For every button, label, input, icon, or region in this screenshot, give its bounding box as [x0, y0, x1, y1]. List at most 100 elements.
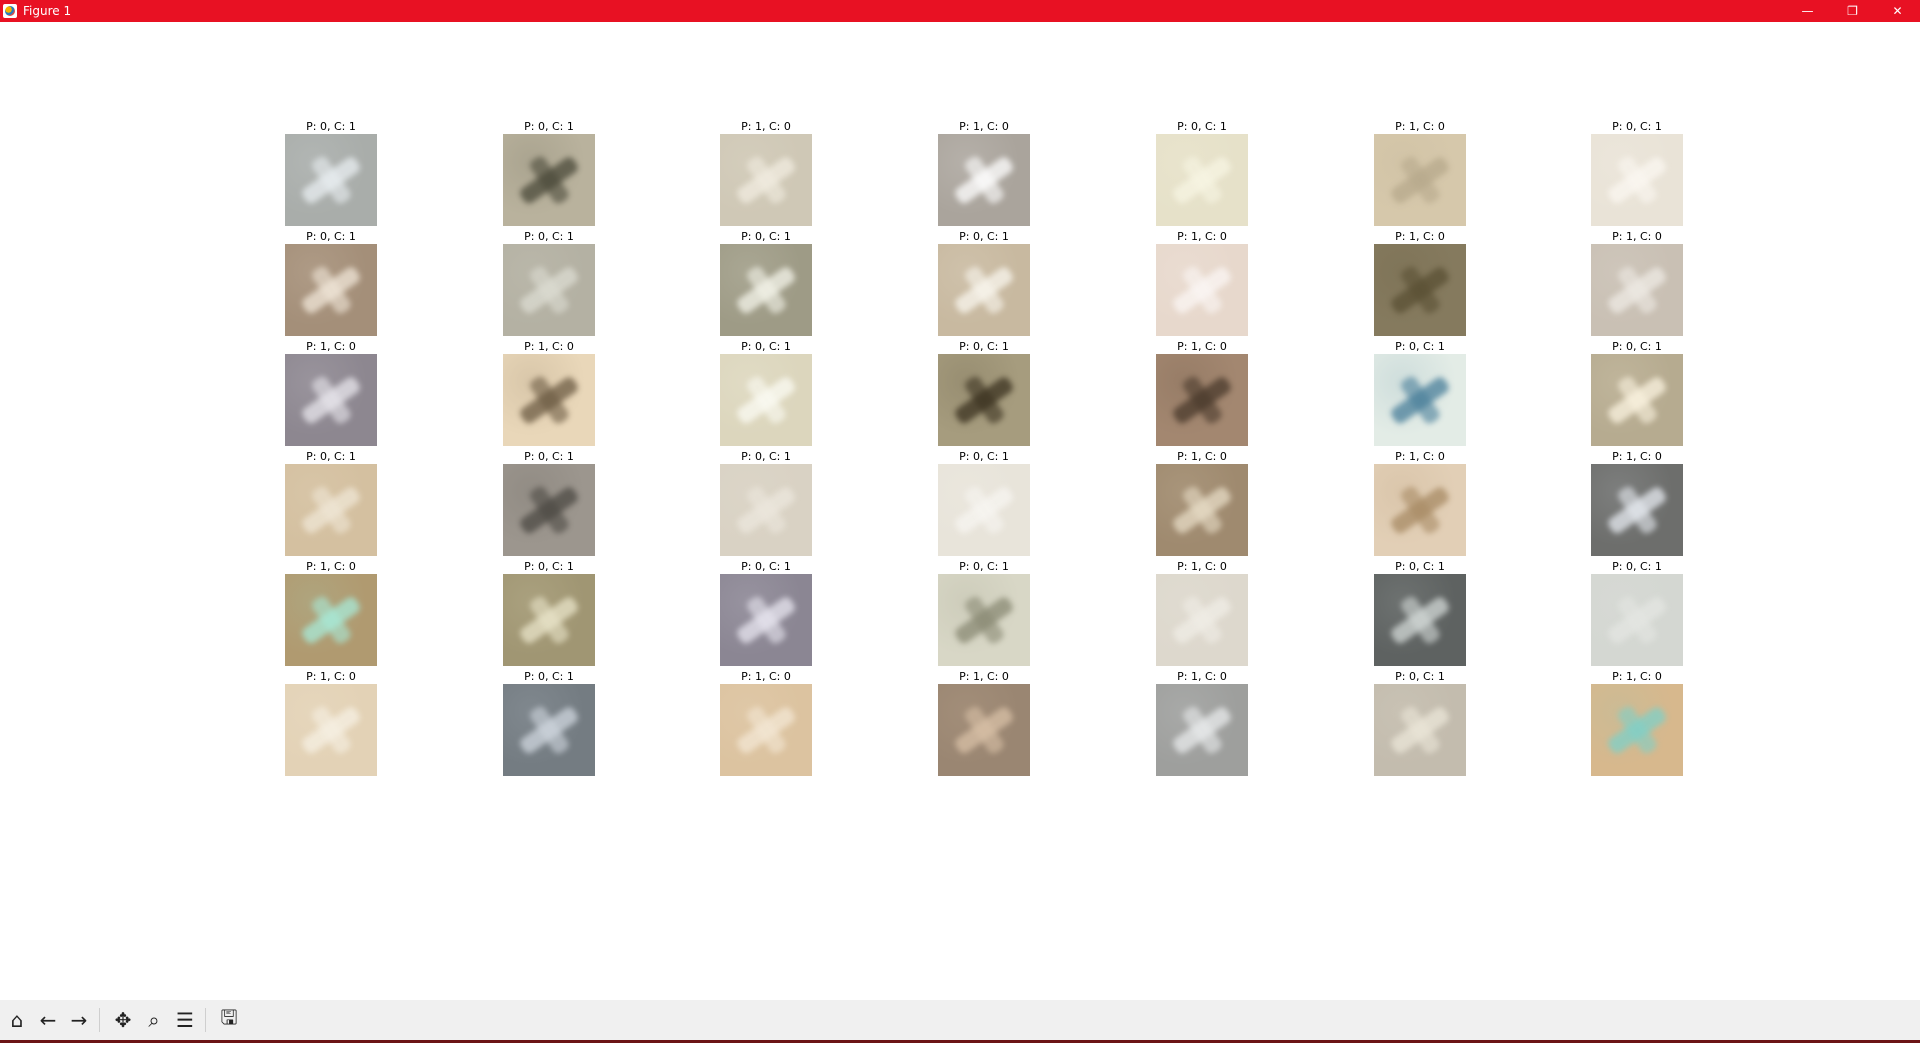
subplot-cell: P: 1, C: 0: [1374, 120, 1466, 226]
image-thumbnail: [720, 244, 812, 336]
subplot-cell: P: 0, C: 1: [503, 230, 595, 336]
image-thumbnail: [503, 244, 595, 336]
subplot-cell: P: 1, C: 0: [1374, 450, 1466, 556]
image-thumbnail: [1591, 134, 1683, 226]
subplot-title: P: 0, C: 1: [306, 120, 356, 133]
arrow-right-icon: →: [70, 1008, 88, 1032]
subplot-title: P: 0, C: 1: [741, 230, 791, 243]
restore-button[interactable]: ❐: [1830, 0, 1875, 22]
save-button[interactable]: 🖫: [215, 1005, 243, 1034]
window-title-bar: Figure 1 — ❐ ✕: [0, 0, 1920, 22]
image-thumbnail: [938, 684, 1030, 776]
subplot-cell: P: 0, C: 1: [938, 450, 1030, 556]
subplot-cell: P: 0, C: 1: [938, 230, 1030, 336]
back-button[interactable]: ←: [34, 1006, 62, 1034]
subplot-cell: P: 0, C: 1: [285, 450, 377, 556]
floppy-disk-icon: 🖫: [220, 1005, 238, 1029]
subplot-cell: P: 1, C: 0: [1156, 230, 1248, 336]
subplot-title: P: 0, C: 1: [524, 560, 574, 573]
subplot-cell: P: 0, C: 1: [285, 120, 377, 226]
image-thumbnail: [1591, 464, 1683, 556]
image-thumbnail: [1591, 354, 1683, 446]
subplot-title: P: 1, C: 0: [959, 670, 1009, 683]
subplot-cell: P: 0, C: 1: [1374, 560, 1466, 666]
move-icon: ✥: [114, 1008, 132, 1032]
image-thumbnail: [1156, 134, 1248, 226]
configure-subplots-button[interactable]: ☰: [171, 1006, 199, 1034]
subplot-cell: P: 1, C: 0: [1156, 450, 1248, 556]
image-thumbnail: [1156, 574, 1248, 666]
sliders-icon: ☰: [176, 1008, 194, 1032]
image-thumbnail: [1591, 684, 1683, 776]
subplot-cell: P: 0, C: 1: [1374, 670, 1466, 776]
subplot-title: P: 1, C: 0: [1177, 560, 1227, 573]
image-thumbnail: [285, 574, 377, 666]
search-icon: ⌕: [148, 1008, 160, 1032]
subplot-cell: P: 1, C: 0: [285, 560, 377, 666]
image-thumbnail: [503, 464, 595, 556]
image-thumbnail: [938, 354, 1030, 446]
subplot-cell: P: 1, C: 0: [1374, 230, 1466, 336]
subplot-title: P: 0, C: 1: [524, 120, 574, 133]
subplot-title: P: 0, C: 1: [959, 450, 1009, 463]
subplot-title: P: 1, C: 0: [1177, 450, 1227, 463]
subplot-title: P: 0, C: 1: [524, 670, 574, 683]
subplot-title: P: 0, C: 1: [959, 230, 1009, 243]
restore-icon: ❐: [1847, 4, 1858, 18]
subplot-title: P: 1, C: 0: [1612, 670, 1662, 683]
image-thumbnail: [1374, 574, 1466, 666]
pan-button[interactable]: ✥: [109, 1006, 137, 1034]
subplot-title: P: 0, C: 1: [1177, 120, 1227, 133]
window-title: Figure 1: [23, 4, 72, 18]
subplot-title: P: 0, C: 1: [1395, 560, 1445, 573]
subplot-title: P: 0, C: 1: [306, 230, 356, 243]
forward-button[interactable]: →: [65, 1006, 93, 1034]
minimize-icon: —: [1801, 4, 1814, 18]
figure-canvas: P: 0, C: 1 P: 0, C: 1 P: 1, C: 0 P: 1, C: 0…: [0, 22, 1920, 1000]
subplot-title: P: 0, C: 1: [524, 450, 574, 463]
image-thumbnail: [503, 684, 595, 776]
image-thumbnail: [285, 134, 377, 226]
close-button[interactable]: ✕: [1875, 0, 1920, 22]
home-button[interactable]: ⌂: [3, 1006, 31, 1034]
image-thumbnail: [285, 684, 377, 776]
subplot-cell: P: 0, C: 1: [503, 560, 595, 666]
image-thumbnail: [285, 244, 377, 336]
image-thumbnail: [1156, 684, 1248, 776]
subplot-title: P: 0, C: 1: [741, 560, 791, 573]
minimize-button[interactable]: —: [1785, 0, 1830, 22]
subplot-title: P: 1, C: 0: [959, 120, 1009, 133]
subplot-title: P: 0, C: 1: [959, 560, 1009, 573]
image-thumbnail: [503, 354, 595, 446]
image-thumbnail: [720, 574, 812, 666]
subplot-cell: P: 1, C: 0: [720, 120, 812, 226]
image-thumbnail: [1374, 134, 1466, 226]
subplot-cell: P: 1, C: 0: [720, 670, 812, 776]
image-thumbnail: [285, 354, 377, 446]
subplot-title: P: 1, C: 0: [1395, 230, 1445, 243]
subplot-cell: P: 1, C: 0: [1591, 230, 1683, 336]
image-thumbnail: [1374, 684, 1466, 776]
window-controls: — ❐ ✕: [1785, 0, 1920, 22]
image-thumbnail: [1156, 354, 1248, 446]
subplot-title: P: 0, C: 1: [1395, 670, 1445, 683]
subplot-title: P: 0, C: 1: [306, 450, 356, 463]
subplot-cell: P: 1, C: 0: [1156, 340, 1248, 446]
image-thumbnail: [1374, 354, 1466, 446]
subplot-title: P: 1, C: 0: [524, 340, 574, 353]
subplot-cell: P: 0, C: 1: [1591, 560, 1683, 666]
image-thumbnail: [720, 354, 812, 446]
close-icon: ✕: [1892, 4, 1903, 18]
subplot-title: P: 1, C: 0: [1395, 450, 1445, 463]
subplot-cell: P: 1, C: 0: [938, 670, 1030, 776]
subplot-title: P: 1, C: 0: [306, 560, 356, 573]
subplot-title: P: 1, C: 0: [1177, 340, 1227, 353]
zoom-button[interactable]: ⌕: [140, 1006, 168, 1034]
subplot-title: P: 1, C: 0: [306, 340, 356, 353]
subplot-title: P: 1, C: 0: [741, 120, 791, 133]
subplot-cell: P: 1, C: 0: [1591, 670, 1683, 776]
subplot-title: P: 1, C: 0: [1395, 120, 1445, 133]
image-thumbnail: [1374, 244, 1466, 336]
subplot-cell: P: 1, C: 0: [285, 340, 377, 446]
subplot-cell: P: 0, C: 1: [503, 120, 595, 226]
